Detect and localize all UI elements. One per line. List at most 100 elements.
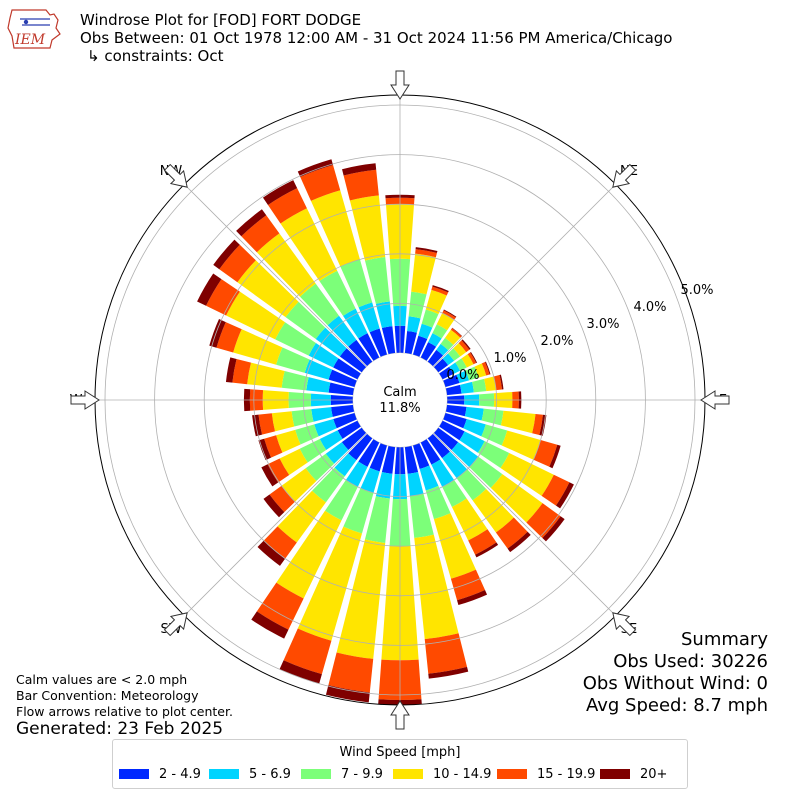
calm-circle bbox=[353, 353, 447, 447]
bar-segment bbox=[418, 323, 433, 339]
summary-obs-without-wind: Obs Without Wind: 0 bbox=[582, 673, 768, 694]
bar-segment bbox=[262, 180, 298, 206]
bar-segment bbox=[450, 569, 486, 601]
bar-segment bbox=[333, 412, 358, 429]
bar-segment bbox=[319, 430, 343, 450]
bar-segment bbox=[481, 408, 504, 426]
grid-spoke bbox=[432, 184, 616, 368]
flow-arrow-icon bbox=[163, 163, 188, 188]
bar-segment bbox=[364, 496, 390, 543]
bar-segment bbox=[256, 233, 316, 297]
bar-segment bbox=[225, 357, 237, 383]
bar-segment bbox=[297, 159, 334, 177]
bar-segment bbox=[342, 163, 377, 176]
bar-segment bbox=[442, 353, 455, 366]
bar-segment bbox=[404, 331, 417, 355]
flow-arrow-icon bbox=[390, 70, 410, 100]
bar-segment bbox=[467, 352, 477, 365]
bar-segment bbox=[407, 316, 421, 333]
bar-segment bbox=[277, 490, 326, 543]
bar-segment bbox=[276, 429, 301, 453]
bar-segment bbox=[308, 343, 339, 368]
bar-segment bbox=[206, 279, 240, 316]
bar-segment bbox=[442, 374, 460, 388]
bar-segment bbox=[305, 453, 335, 482]
bar-segment bbox=[499, 374, 504, 390]
bar-segment bbox=[420, 438, 441, 465]
flow-arrow-icon bbox=[163, 612, 188, 637]
bar-segment bbox=[258, 438, 272, 461]
bar-segment bbox=[279, 660, 322, 684]
bar-segment bbox=[453, 343, 467, 357]
bar-segment bbox=[381, 445, 396, 474]
bar-segment bbox=[295, 424, 319, 445]
bar-segment bbox=[447, 348, 461, 361]
chart-title: Windrose Plot for [FOD] FORT DODGE bbox=[80, 11, 362, 29]
bar-segment bbox=[438, 420, 465, 441]
bar-segment bbox=[219, 244, 256, 283]
bar-segment bbox=[343, 488, 374, 534]
legend-item-4: 15 - 19.9 bbox=[497, 767, 595, 783]
bar-segment bbox=[500, 410, 536, 434]
bar-segment bbox=[443, 309, 457, 318]
bar-segment bbox=[490, 474, 543, 523]
bar-segment bbox=[431, 459, 455, 487]
bar-segment bbox=[281, 371, 309, 391]
bar-segment bbox=[256, 582, 304, 630]
bar-segment bbox=[226, 291, 286, 340]
legend-title: Wind Speed [mph] bbox=[339, 745, 461, 760]
bar-segment bbox=[269, 485, 296, 513]
bar-segment bbox=[310, 190, 360, 267]
bar-segment bbox=[425, 485, 451, 520]
bar-segment bbox=[334, 453, 357, 477]
bar-segment bbox=[328, 369, 358, 388]
bar-segment bbox=[327, 315, 357, 347]
note-calm: Calm values are < 2.0 mph bbox=[16, 672, 188, 687]
bar-segment bbox=[236, 209, 267, 237]
bar-segment bbox=[458, 340, 470, 353]
radial-tick-label: 5.0% bbox=[680, 283, 713, 298]
bar-segment bbox=[314, 418, 337, 437]
bar-segment bbox=[445, 384, 462, 396]
bar-segment bbox=[263, 526, 297, 559]
bar-segment bbox=[358, 438, 380, 467]
bar-segment bbox=[233, 329, 283, 365]
bar-segment bbox=[369, 442, 388, 472]
bar-segment bbox=[432, 285, 449, 293]
bar-segment bbox=[459, 431, 485, 453]
bar-segment bbox=[232, 358, 251, 385]
bar-segment bbox=[336, 539, 386, 659]
bar-segment bbox=[348, 433, 373, 461]
grid-spoke bbox=[184, 184, 368, 368]
bar-segment bbox=[457, 590, 488, 606]
bar-segment bbox=[555, 482, 574, 509]
bar-segment bbox=[526, 503, 561, 538]
iem-logo: IEM bbox=[7, 9, 61, 49]
bar-segment bbox=[532, 414, 543, 436]
bar-segment bbox=[445, 329, 461, 345]
radial-tick-label: 1.0% bbox=[493, 351, 526, 366]
flow-arrow-icon bbox=[612, 163, 637, 188]
bar-segment bbox=[381, 326, 396, 355]
bar-segment bbox=[474, 363, 487, 378]
bar-segment bbox=[507, 531, 531, 553]
legend-label-3: 10 - 14.9 bbox=[433, 767, 492, 782]
bar-segment bbox=[533, 440, 558, 467]
bar-segment bbox=[299, 283, 339, 326]
legend-item-5: 20+ bbox=[600, 767, 667, 783]
bar-segment bbox=[275, 322, 316, 356]
grid-spoke bbox=[184, 432, 368, 616]
bar-segment bbox=[271, 411, 295, 432]
grid-spoke bbox=[432, 432, 616, 616]
flow-arrow-icon bbox=[390, 700, 410, 730]
bar-segment bbox=[348, 339, 373, 367]
bar-segment bbox=[438, 366, 454, 380]
bar-segment bbox=[280, 208, 338, 281]
bar-segment bbox=[328, 652, 374, 693]
bar-segment bbox=[252, 414, 263, 437]
bar-segment bbox=[461, 354, 474, 368]
bar-segment bbox=[247, 362, 285, 388]
bar-segment bbox=[464, 406, 484, 421]
